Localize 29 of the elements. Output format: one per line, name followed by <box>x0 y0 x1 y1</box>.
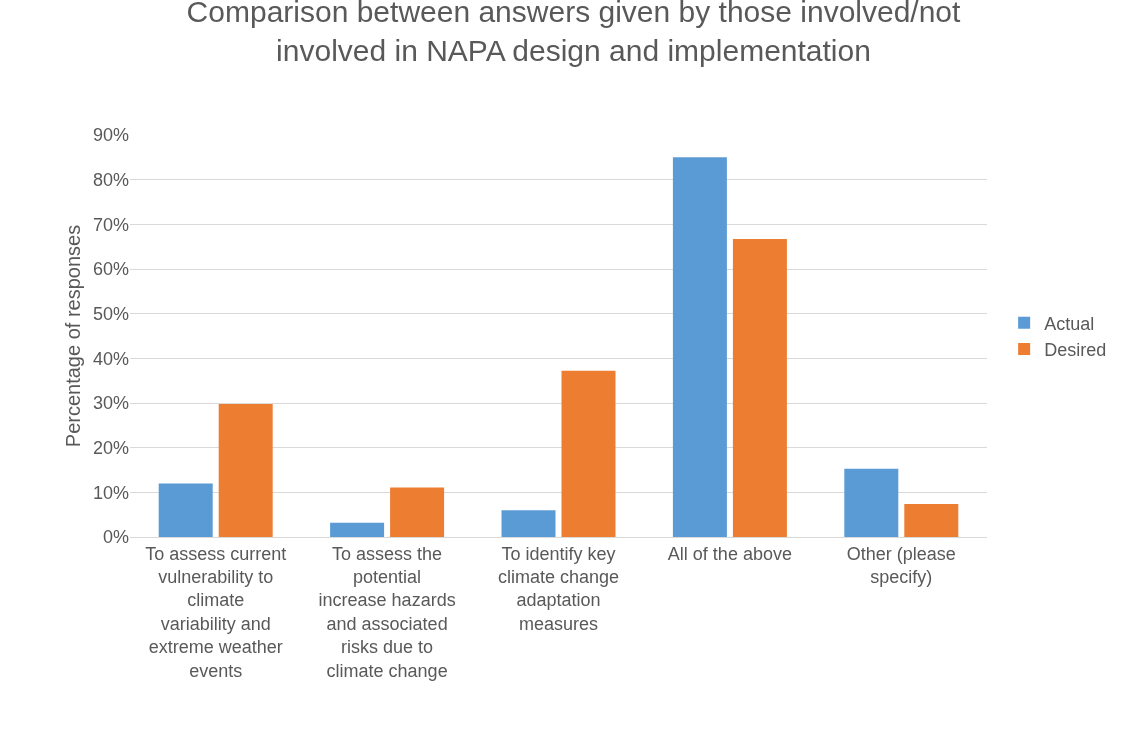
y-tick-label: 10% <box>92 482 129 503</box>
legend-label: Actual <box>1044 313 1095 334</box>
bar <box>390 487 445 537</box>
y-tick-label: 40% <box>92 348 129 369</box>
bar <box>330 522 385 537</box>
x-tick-label: To assess the potential increase hazards and associated risks due to climate change <box>318 543 456 681</box>
bar <box>672 157 727 537</box>
x-tick-label: Other (please specify) <box>846 543 956 587</box>
y-tick-label: 80% <box>92 169 129 190</box>
bar <box>844 468 899 537</box>
bar <box>732 239 787 537</box>
chart-title: Comparison between answers given by those involved/not involved in NAPA design and implementation <box>186 0 962 68</box>
bar <box>158 483 213 537</box>
x-tick-label: To identify key climate change adaptation measures <box>497 543 620 634</box>
y-tick-label: 60% <box>92 259 129 280</box>
y-tick-label: 20% <box>92 437 129 458</box>
bar <box>561 370 616 537</box>
legend-label: Desired <box>1044 340 1107 361</box>
y-tick-label: 50% <box>92 303 129 324</box>
y-tick-label: 0% <box>102 527 129 548</box>
bar <box>904 503 959 537</box>
bar <box>218 403 273 537</box>
x-tick-label: To assess current vulnerability to climate variability and extreme weather events <box>145 543 287 681</box>
y-tick-label: 70% <box>92 214 129 235</box>
x-tick-label: All of the above <box>667 543 792 564</box>
bar <box>501 510 556 537</box>
y-tick-label: 30% <box>92 393 129 414</box>
y-axis-title: Percentage of responses <box>62 224 84 448</box>
y-tick-label: 90% <box>92 125 129 146</box>
